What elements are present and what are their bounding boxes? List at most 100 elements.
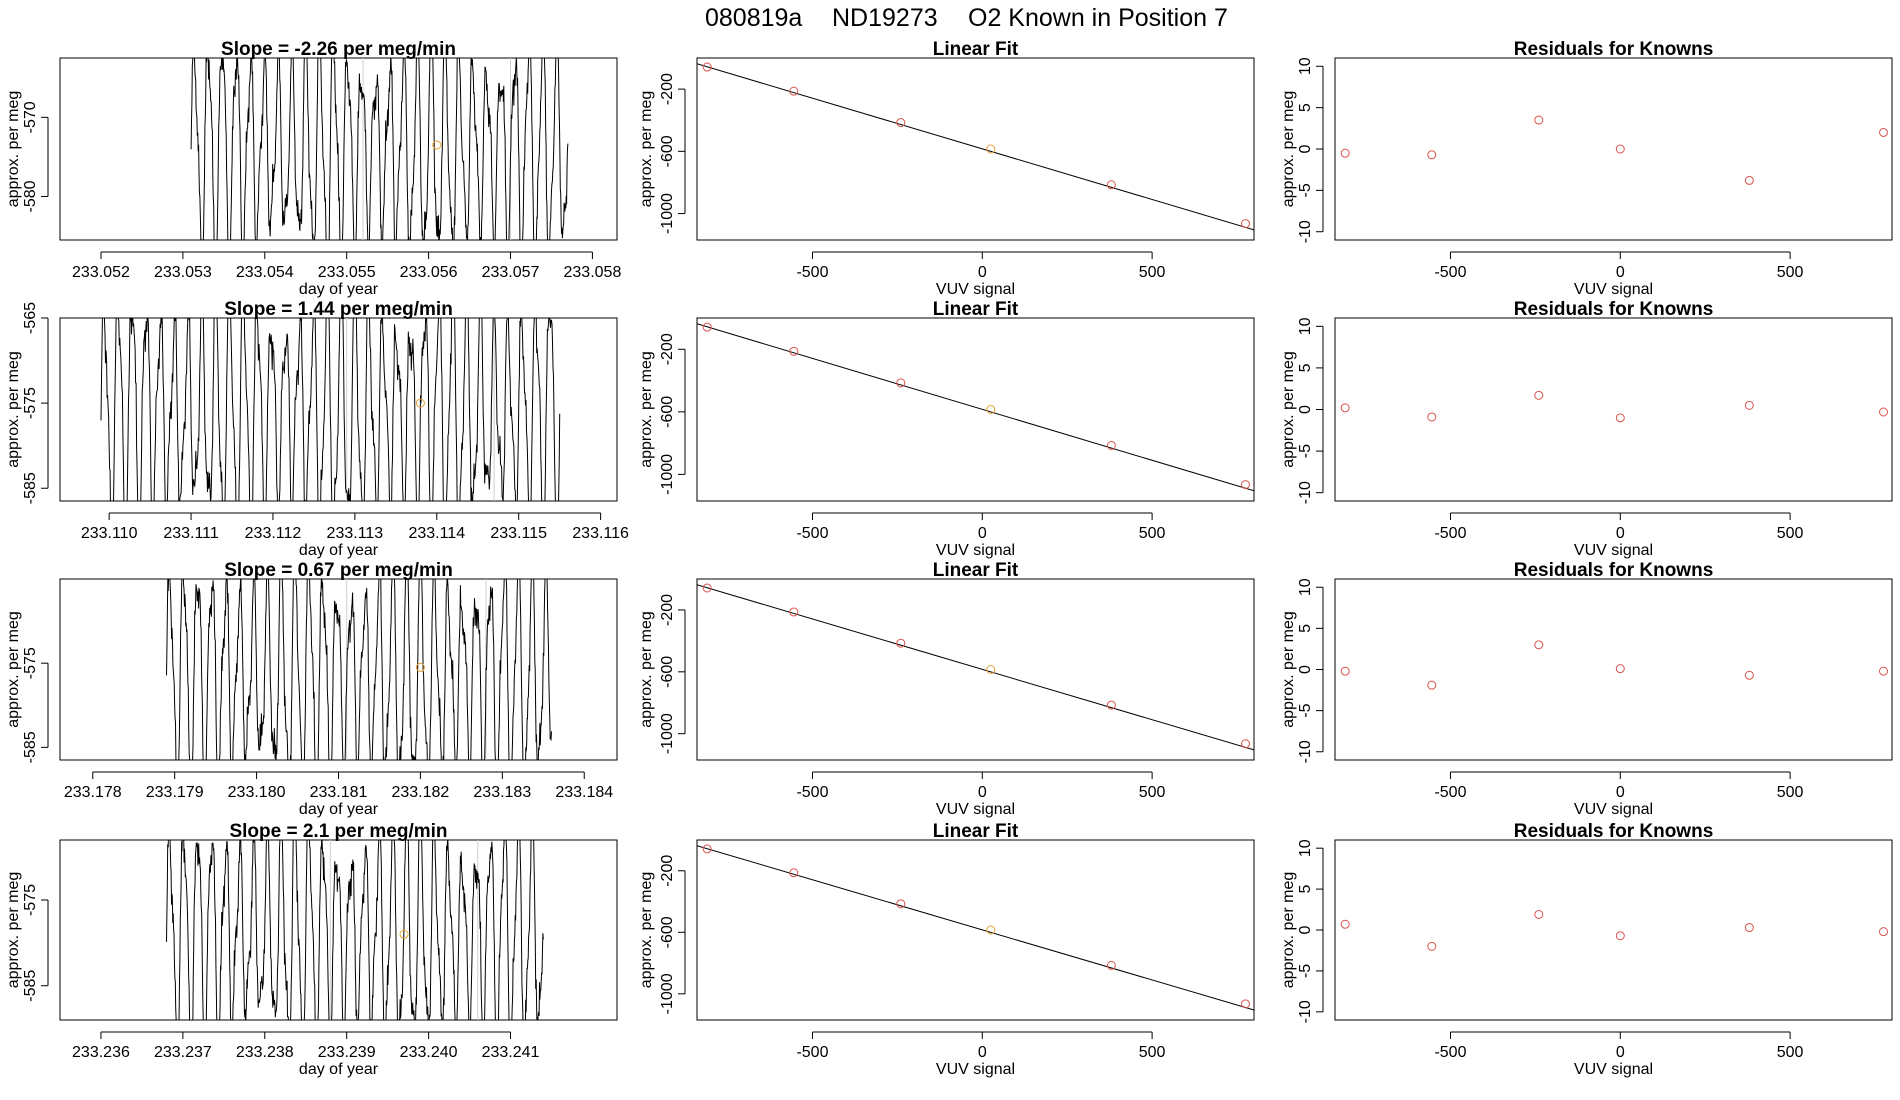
y-tick-label: -5 bbox=[1297, 964, 1314, 978]
known-point bbox=[1615, 413, 1625, 423]
x-tick-label: 0 bbox=[978, 264, 987, 281]
x-tick-label: 233.113 bbox=[327, 525, 384, 542]
panel-title: Residuals for Knowns bbox=[1514, 299, 1714, 320]
fit-line bbox=[697, 845, 1254, 1011]
x-axis-label: VUV signal bbox=[1574, 801, 1653, 818]
row1-residuals-panel: Residuals for Knowns -500 0 500 VUV signal 10… bbox=[1280, 39, 1893, 298]
known-point bbox=[1241, 219, 1251, 229]
panel-title: Linear Fit bbox=[933, 299, 1019, 320]
panel-title: Slope = 0.67 per meg/min bbox=[224, 560, 453, 581]
row4-linear-fit-panel: Linear Fit -500 0 500 VUV signal -200 -600 -100… bbox=[638, 821, 1255, 1078]
plot-area bbox=[1340, 115, 1889, 185]
x-axis-label: VUV signal bbox=[1574, 1061, 1653, 1078]
panel-title: Residuals for Knowns bbox=[1514, 560, 1714, 581]
known-point bbox=[1534, 390, 1544, 400]
y-axis-label: approx. per meg bbox=[5, 872, 22, 989]
y-tick-label: -10 bbox=[1297, 481, 1314, 504]
y-tick-label: -585 bbox=[22, 970, 39, 1002]
y-tick-label: 0 bbox=[1297, 925, 1314, 934]
y-tick-label: -575 bbox=[22, 387, 39, 419]
panel-title: Linear Fit bbox=[933, 821, 1019, 842]
y-axis-label: approx. per meg bbox=[638, 872, 655, 989]
x-tick-label: 0 bbox=[1616, 784, 1625, 801]
y-tick-label: 5 bbox=[1297, 885, 1314, 894]
known-point bbox=[1106, 700, 1116, 710]
plot-area bbox=[190, 58, 569, 240]
plot-area bbox=[166, 579, 552, 760]
y-tick-label: -1000 bbox=[659, 193, 676, 234]
y-tick-label: -575 bbox=[22, 884, 39, 916]
panel-title: Slope = 1.44 per meg/min bbox=[224, 299, 453, 320]
x-axis-label: day of year bbox=[299, 1061, 379, 1078]
known-point bbox=[789, 346, 799, 356]
y-tick-label: -585 bbox=[22, 472, 39, 504]
known-point bbox=[702, 62, 712, 72]
x-tick-label: 233.181 bbox=[310, 784, 368, 801]
x-tick-label: 0 bbox=[978, 1044, 987, 1061]
x-tick-label: 233.056 bbox=[400, 264, 458, 281]
x-tick-label: 233.058 bbox=[564, 264, 622, 281]
y-tick-label: -5 bbox=[1297, 703, 1314, 717]
y-tick-label: -570 bbox=[22, 101, 39, 133]
x-tick-label: 233.240 bbox=[400, 1044, 458, 1061]
signal-trace bbox=[190, 58, 569, 240]
x-tick-label: 500 bbox=[1777, 525, 1804, 542]
x-tick-label: 233.053 bbox=[154, 264, 212, 281]
x-tick-label: 233.236 bbox=[72, 1044, 130, 1061]
fit-line bbox=[697, 63, 1254, 231]
y-tick-label: -200 bbox=[659, 333, 676, 365]
row3-residuals-panel: Residuals for Knowns -500 0 500 VUV signal 10… bbox=[1280, 560, 1893, 818]
header-run-id: 080819a bbox=[705, 4, 802, 32]
known-point bbox=[789, 868, 799, 878]
x-tick-label: -500 bbox=[796, 264, 828, 281]
y-tick-label: 5 bbox=[1297, 624, 1314, 633]
highlight-point bbox=[986, 405, 996, 414]
known-point bbox=[1615, 931, 1625, 941]
x-tick-label: 0 bbox=[1616, 525, 1625, 542]
highlight-point bbox=[415, 662, 425, 672]
y-axis-label: approx. per meg bbox=[638, 351, 655, 468]
y-tick-label: -10 bbox=[1297, 740, 1314, 763]
y-axis-label: approx. per meg bbox=[1280, 91, 1297, 208]
x-tick-label: -500 bbox=[796, 525, 828, 542]
panel-title: Slope = 2.1 per meg/min bbox=[229, 821, 447, 842]
highlight-point bbox=[986, 925, 996, 935]
y-tick-label: -600 bbox=[659, 656, 676, 688]
known-point bbox=[1534, 115, 1544, 125]
plot-frame bbox=[59, 839, 618, 1021]
row3-linear-fit-panel: Linear Fit -500 0 500 VUV signal -200 -600 -100… bbox=[638, 560, 1255, 818]
x-axis-label: day of year bbox=[299, 281, 379, 298]
plot-frame bbox=[1334, 578, 1893, 761]
known-point bbox=[702, 322, 712, 332]
signal-trace bbox=[100, 318, 561, 501]
x-tick-label: 233.111 bbox=[163, 525, 219, 542]
row1-linear-fit-panel: Linear Fit -500 0 500 VUV signal -200 -600 -100… bbox=[638, 39, 1255, 298]
x-tick-label: 233.110 bbox=[81, 525, 138, 542]
header-description: O2 Known in Position 7 bbox=[968, 4, 1228, 32]
y-axis-label: approx. per meg bbox=[5, 611, 22, 728]
x-tick-label: -500 bbox=[796, 784, 828, 801]
x-tick-label: 500 bbox=[1777, 1044, 1804, 1061]
y-tick-label: -10 bbox=[1297, 220, 1314, 243]
known-point bbox=[1340, 666, 1350, 676]
known-point bbox=[702, 844, 712, 854]
x-tick-label: 233.114 bbox=[408, 525, 465, 542]
x-tick-label: 233.237 bbox=[154, 1044, 212, 1061]
y-tick-label: -580 bbox=[22, 180, 39, 212]
known-point bbox=[1534, 640, 1544, 650]
y-tick-label: 10 bbox=[1297, 57, 1314, 75]
plot-frame bbox=[59, 578, 618, 761]
known-point bbox=[1340, 403, 1350, 413]
y-tick-label: 10 bbox=[1297, 317, 1314, 335]
x-tick-label: 500 bbox=[1139, 264, 1166, 281]
x-axis-label: VUV signal bbox=[936, 801, 1015, 818]
y-tick-label: -600 bbox=[659, 396, 676, 428]
panel-title: Residuals for Knowns bbox=[1514, 39, 1714, 60]
x-tick-label: 233.184 bbox=[555, 784, 613, 801]
x-tick-label: 233.054 bbox=[236, 264, 294, 281]
x-tick-label: 233.239 bbox=[318, 1044, 376, 1061]
x-tick-label: 0 bbox=[1616, 1044, 1625, 1061]
known-point bbox=[1427, 941, 1437, 951]
known-point bbox=[1744, 923, 1754, 933]
known-point bbox=[896, 638, 906, 648]
